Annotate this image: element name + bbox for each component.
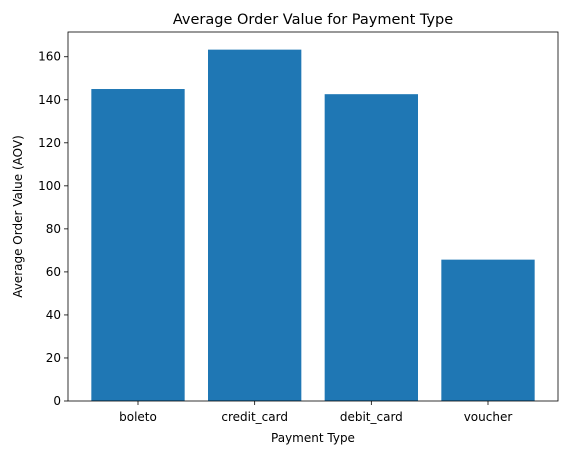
x-tick-label: credit_card	[221, 410, 288, 424]
bars-group	[91, 49, 535, 402]
y-tick-label: 80	[46, 222, 61, 236]
plot-frame	[67, 31, 559, 402]
y-tick-label: 20	[46, 351, 61, 365]
y-tick-label: 120	[38, 136, 61, 150]
y-tick-label: 140	[38, 93, 61, 107]
x-tick-label: debit_card	[340, 410, 403, 424]
chart-title: Average Order Value for Payment Type	[173, 12, 453, 28]
x-axis-ticks: boleto credit_card debit_card voucher	[119, 401, 512, 424]
x-axis-label: Payment Type	[271, 431, 355, 445]
y-tick-label: 160	[38, 50, 61, 64]
x-tick-label: voucher	[464, 410, 513, 424]
x-tick-label: boleto	[119, 410, 157, 424]
y-tick-label: 40	[46, 308, 61, 322]
y-axis-ticks: 0 20 40 60 80 100 120 140 160	[38, 50, 68, 408]
bar-debit_card	[324, 94, 418, 402]
bar-boleto	[91, 89, 185, 402]
bar-voucher	[441, 259, 535, 401]
y-axis-label: Average Order Value (AOV)	[11, 135, 25, 298]
y-tick-label: 100	[38, 179, 61, 193]
bar-credit_card	[208, 49, 302, 401]
y-tick-label: 0	[53, 394, 61, 408]
y-tick-label: 60	[46, 265, 61, 279]
